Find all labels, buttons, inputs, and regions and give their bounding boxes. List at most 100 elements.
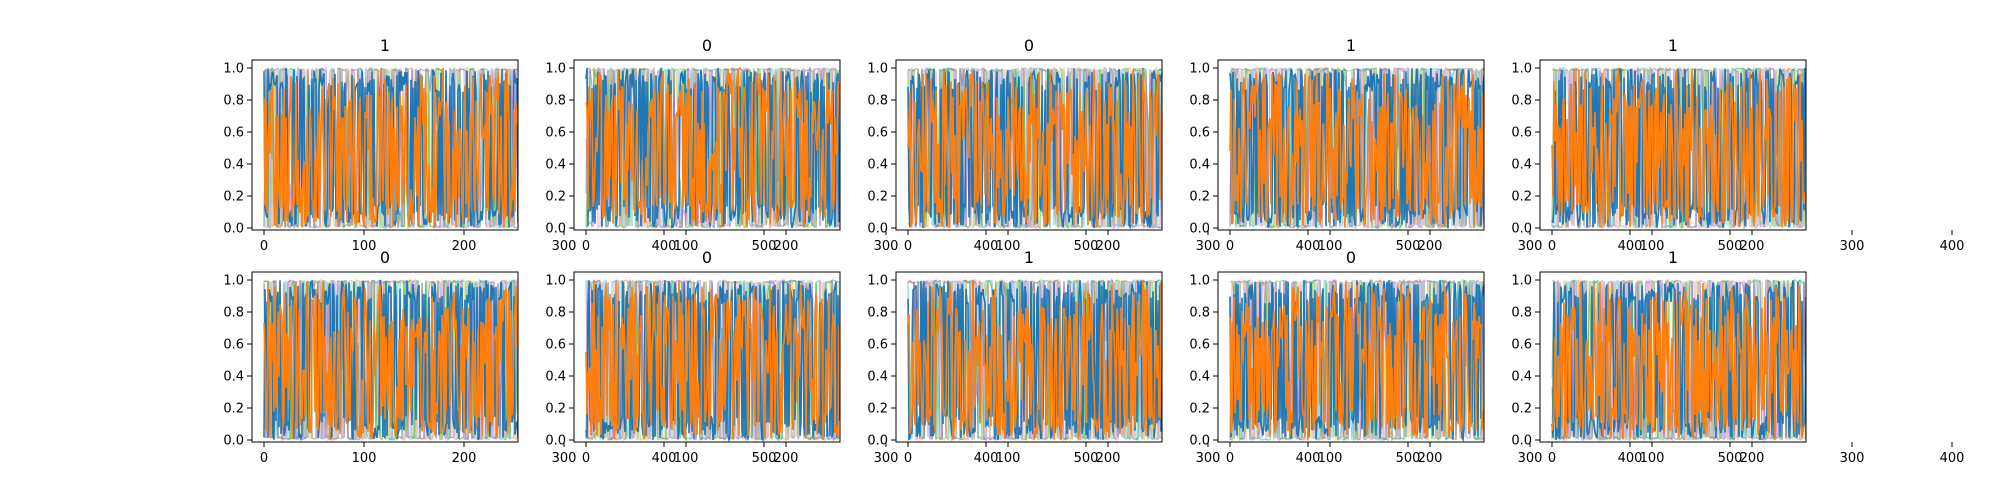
subplot-1: 0 100 200 300 400 500 0.0 0.2 0.4 0.6 0.8 1.0 1 (223, 36, 776, 254)
x-tick-label: 400 (974, 451, 999, 466)
axes-frame (251, 59, 519, 231)
x-tick-label: 200 (1096, 239, 1121, 254)
x-tick-label: 100 (1318, 239, 1343, 254)
y-tick-label: 0.4 (1511, 158, 1532, 173)
axes-frame (251, 271, 519, 443)
subplot-title: 0 (380, 248, 390, 267)
subplot-title: 0 (702, 248, 712, 267)
y-tick-label: 0.0 (1189, 222, 1210, 237)
y-tick-label: 0.4 (1189, 370, 1210, 385)
subplot-3: 0 100 200 300 400 500 0.0 0.2 0.4 0.6 0.8 1.0 0 (867, 36, 1420, 254)
y-tick-label: 1.0 (867, 62, 888, 77)
series-line-orange (263, 281, 518, 440)
y-tick-label: 0.2 (545, 402, 566, 417)
subplot-7: 0 100 200 300 400 500 0.0 0.2 0.4 0.6 0.8 1.0 0 (545, 248, 1098, 466)
series-line-orange (585, 280, 840, 440)
x-tick-label: 200 (1740, 239, 1765, 254)
x-tick-label: 0 (1548, 451, 1556, 466)
series-line-orange (263, 67, 518, 228)
subplot-2: 0 100 200 300 400 500 0.0 0.2 0.4 0.6 0.8 1.0 0 (545, 36, 1098, 254)
series-line-orange (585, 68, 840, 228)
y-tick-label: 0.6 (1189, 338, 1210, 353)
x-tick-label: 100 (1318, 451, 1343, 466)
y-tick-label: 0.2 (1189, 190, 1210, 205)
y-tick-label: 0.0 (223, 434, 244, 449)
y-tick-label: 1.0 (545, 62, 566, 77)
axes-frame (895, 271, 1163, 443)
y-tick-label: 0.2 (223, 190, 244, 205)
y-tick-label: 0.0 (1511, 434, 1532, 449)
axes-frame (573, 271, 841, 443)
subplot-6: 0 100 200 300 400 500 0.0 0.2 0.4 0.6 0.8 1.0 0 (223, 248, 776, 466)
y-tick-label: 0.4 (223, 158, 244, 173)
y-tick-label: 0.4 (867, 370, 888, 385)
x-tick-label: 300 (1196, 451, 1221, 466)
y-tick-label: 0.2 (545, 190, 566, 205)
x-tick-label: 100 (1640, 239, 1665, 254)
axes-frame (1539, 271, 1807, 443)
x-tick-label: 500 (1074, 239, 1099, 254)
series-line-blue (1551, 280, 1806, 441)
series-line (1551, 66, 1806, 230)
y-tick-label: 0.4 (1189, 158, 1210, 173)
x-tick-label: 0 (904, 239, 912, 254)
y-tick-label: 1.0 (223, 62, 244, 77)
x-tick-label: 300 (1840, 451, 1865, 466)
x-tick-label: 400 (652, 451, 677, 466)
y-tick-label: 0.8 (223, 94, 244, 109)
x-tick-label: 0 (582, 451, 590, 466)
x-tick-label: 400 (1296, 239, 1321, 254)
y-tick-label: 0.0 (1511, 222, 1532, 237)
y-tick-label: 0.0 (545, 222, 566, 237)
y-tick-label: 0.6 (1511, 126, 1532, 141)
x-tick-label: 500 (1718, 239, 1743, 254)
series-line (1551, 67, 1806, 230)
x-tick-label: 100 (352, 451, 377, 466)
y-tick-label: 0.4 (545, 158, 566, 173)
x-tick-label: 500 (1718, 451, 1743, 466)
y-tick-label: 0.8 (1189, 306, 1210, 321)
axes-frame (895, 59, 1163, 231)
subplot-title: 0 (1024, 36, 1034, 55)
x-tick-label: 100 (1640, 451, 1665, 466)
series-line (907, 66, 1162, 230)
series-line-blue (263, 68, 518, 228)
x-tick-label: 300 (552, 239, 577, 254)
series-line-orange (1229, 281, 1484, 440)
x-tick-label: 0 (904, 451, 912, 466)
x-tick-label: 100 (996, 451, 1021, 466)
series-line (1229, 279, 1484, 442)
y-tick-label: 1.0 (1189, 62, 1210, 77)
y-tick-label: 0.6 (545, 126, 566, 141)
axes-frame (573, 59, 841, 231)
series-line (585, 66, 840, 229)
y-tick-label: 0.2 (867, 190, 888, 205)
x-tick-label: 400 (652, 239, 677, 254)
y-tick-label: 0.4 (1511, 370, 1532, 385)
y-tick-label: 0.2 (1189, 402, 1210, 417)
y-tick-label: 0.8 (1511, 306, 1532, 321)
x-tick-label: 500 (752, 239, 777, 254)
x-tick-label: 300 (552, 451, 577, 466)
series-line-blue (1229, 280, 1484, 442)
x-tick-label: 300 (874, 451, 899, 466)
series-line (263, 278, 518, 442)
x-tick-label: 0 (582, 239, 590, 254)
subplot-9: 0 100 200 300 400 500 0.0 0.2 0.4 0.6 0.8 1.0 0 (1189, 248, 1742, 466)
series-line-orange (907, 280, 1162, 441)
x-tick-label: 500 (752, 451, 777, 466)
y-tick-label: 0.8 (867, 306, 888, 321)
series-line-orange (907, 68, 1162, 229)
y-tick-label: 1.0 (1511, 62, 1532, 77)
y-tick-label: 0.6 (223, 126, 244, 141)
y-tick-label: 0.2 (1511, 402, 1532, 417)
y-tick-label: 0.2 (223, 402, 244, 417)
x-tick-label: 200 (1096, 451, 1121, 466)
x-tick-label: 300 (874, 239, 899, 254)
y-tick-label: 0.8 (1511, 94, 1532, 109)
subplot-title: 1 (1346, 36, 1356, 55)
y-tick-label: 0.0 (1189, 434, 1210, 449)
x-tick-label: 300 (1518, 451, 1543, 466)
x-tick-label: 0 (260, 451, 268, 466)
series-line (907, 278, 1162, 442)
